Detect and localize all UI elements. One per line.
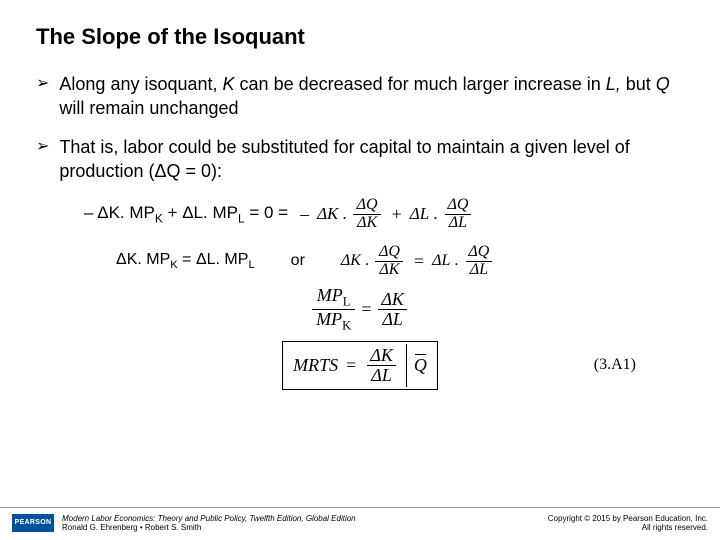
eq2-dl: ΔL bbox=[432, 252, 450, 270]
footer-authors: Ronald G. Ehrenberg • Robert S. Smith bbox=[62, 523, 356, 532]
eq1-eq-zero: = 0 = bbox=[245, 203, 288, 222]
bullet-marker: ➢ bbox=[36, 135, 49, 159]
eq2-f2-den: ΔL bbox=[466, 261, 492, 279]
bullet-1-mid2: but bbox=[621, 74, 656, 94]
footer: PEARSON Modern Labor Economics: Theory a… bbox=[0, 507, 720, 540]
eq1-f2-num: ΔQ bbox=[443, 197, 472, 214]
eq2-f2-num: ΔQ bbox=[464, 244, 493, 261]
eq1-rhs: – ΔK . ΔQ ΔK + ΔL . ΔQ ΔL bbox=[296, 197, 474, 232]
eq2-lhs: ΔK. MPK = ΔL. MPL bbox=[116, 251, 255, 271]
eq3-eq: = bbox=[357, 299, 375, 320]
eq4-num: ΔK bbox=[366, 346, 397, 365]
equation-2: ΔK. MPK = ΔL. MPL or ΔK . ΔQ ΔK = ΔL . Δ… bbox=[116, 244, 684, 279]
slide: The Slope of the Isoquant ➢ Along any is… bbox=[0, 0, 720, 540]
eq3-num-mp: MP bbox=[317, 285, 343, 305]
equation-4: MRTS = ΔK ΔL Q (3.A1) bbox=[36, 341, 684, 390]
eq3-num-sub: L bbox=[343, 295, 351, 309]
bullet-1-text: Along any isoquant, K can be decreased f… bbox=[59, 72, 684, 121]
eq2-dk: ΔK bbox=[341, 252, 361, 270]
eq4-mrts: MRTS bbox=[293, 355, 338, 376]
eq1-lhs: – ΔK. MPK + ΔL. MPL = 0 = bbox=[84, 203, 288, 225]
eq1-dot2: . bbox=[433, 204, 437, 224]
eq1-sub-k: K bbox=[155, 212, 163, 226]
equation-1: – ΔK. MPK + ΔL. MPL = 0 = – ΔK . ΔQ ΔK +… bbox=[84, 197, 684, 232]
eq3-den-mp: MP bbox=[316, 309, 342, 329]
page-title: The Slope of the Isoquant bbox=[36, 24, 684, 50]
bullet-1-var-l: L, bbox=[606, 74, 621, 94]
bullet-1-var-q: Q bbox=[656, 74, 670, 94]
eq4-ref: (3.A1) bbox=[594, 356, 636, 374]
eq3-den: MPK bbox=[312, 309, 355, 333]
eq1-plus2: + bbox=[388, 204, 406, 225]
eq2-frac2: ΔQ ΔL bbox=[464, 244, 493, 279]
footer-book: Modern Labor Economics: Theory and Publi… bbox=[62, 514, 356, 532]
footer-right: Copyright © 2015 by Pearson Education, I… bbox=[548, 514, 708, 532]
eq2-sub-l: L bbox=[248, 259, 254, 271]
bullet-1-post: will remain unchanged bbox=[59, 98, 238, 118]
eq3-num: MPL bbox=[313, 286, 355, 309]
footer-copyright2: All rights reserved. bbox=[548, 523, 708, 532]
eq4-eq: = bbox=[342, 355, 360, 376]
eq1-frac1: ΔQ ΔK bbox=[353, 197, 382, 232]
bullet-1: ➢ Along any isoquant, K can be decreased… bbox=[36, 72, 684, 121]
eq3-den-sub: K bbox=[342, 319, 351, 333]
eq4-den: ΔL bbox=[367, 365, 396, 385]
eq1-dk: ΔK bbox=[317, 204, 338, 224]
eq1-f1-den: ΔK bbox=[353, 214, 381, 232]
eq1-lhs-text: – ΔK. MP bbox=[84, 203, 155, 222]
eq2-eq: = ΔL. MP bbox=[178, 251, 249, 268]
eq1-frac2: ΔQ ΔL bbox=[443, 197, 472, 232]
bullet-1-var-k: K bbox=[223, 74, 235, 94]
eq2-sub-k: K bbox=[170, 259, 177, 271]
eq1-f1-num: ΔQ bbox=[353, 197, 382, 214]
eq2-f1-num: ΔQ bbox=[375, 244, 404, 261]
eq3-rnum: ΔK bbox=[377, 290, 408, 309]
bullet-2-text: That is, labor could be substituted for … bbox=[59, 135, 684, 184]
eq2-dot1: . bbox=[365, 252, 369, 270]
bullet-1-mid1: can be decreased for much larger increas… bbox=[235, 74, 606, 94]
eq2-rhs: ΔK . ΔQ ΔK = ΔL . ΔQ ΔL bbox=[341, 244, 495, 279]
eq1-plus: + ΔL. MP bbox=[163, 203, 238, 222]
eq4-frac: ΔK ΔL bbox=[366, 346, 397, 385]
equation-3: MPL MPK = ΔK ΔL bbox=[36, 286, 684, 333]
eq2-frac1: ΔQ ΔK bbox=[375, 244, 404, 279]
pearson-logo: PEARSON bbox=[12, 514, 54, 532]
bullet-marker: ➢ bbox=[36, 72, 49, 96]
eq1-dl: ΔL bbox=[410, 204, 429, 224]
footer-book-title: Modern Labor Economics: Theory and Publi… bbox=[62, 514, 356, 523]
eq4-qbar: Q bbox=[414, 355, 427, 376]
bullet-2: ➢ That is, labor could be substituted fo… bbox=[36, 135, 684, 184]
eq2-or: or bbox=[291, 252, 305, 270]
mrts-boxed: MRTS = ΔK ΔL Q bbox=[282, 341, 438, 390]
eq2-dot2: . bbox=[454, 252, 458, 270]
eq3-rfrac: ΔK ΔL bbox=[377, 290, 408, 329]
footer-left: PEARSON Modern Labor Economics: Theory a… bbox=[12, 514, 356, 532]
footer-copyright1: Copyright © 2015 by Pearson Education, I… bbox=[548, 514, 708, 523]
bullet-1-pre: Along any isoquant, bbox=[59, 74, 222, 94]
eq1-f2-den: ΔL bbox=[445, 214, 471, 232]
eq1-dot1: . bbox=[342, 204, 346, 224]
eq3-lfrac: MPL MPK bbox=[312, 286, 355, 333]
eq4-given-bar bbox=[406, 344, 407, 387]
eq1-minus: – bbox=[296, 204, 313, 225]
eq1-sub-l: L bbox=[238, 212, 245, 226]
eq2-f1-den: ΔK bbox=[375, 261, 403, 279]
eq2-lhs-text: ΔK. MP bbox=[116, 251, 170, 268]
eq3-rden: ΔL bbox=[378, 309, 407, 329]
eq2-eq2: = bbox=[410, 251, 428, 272]
